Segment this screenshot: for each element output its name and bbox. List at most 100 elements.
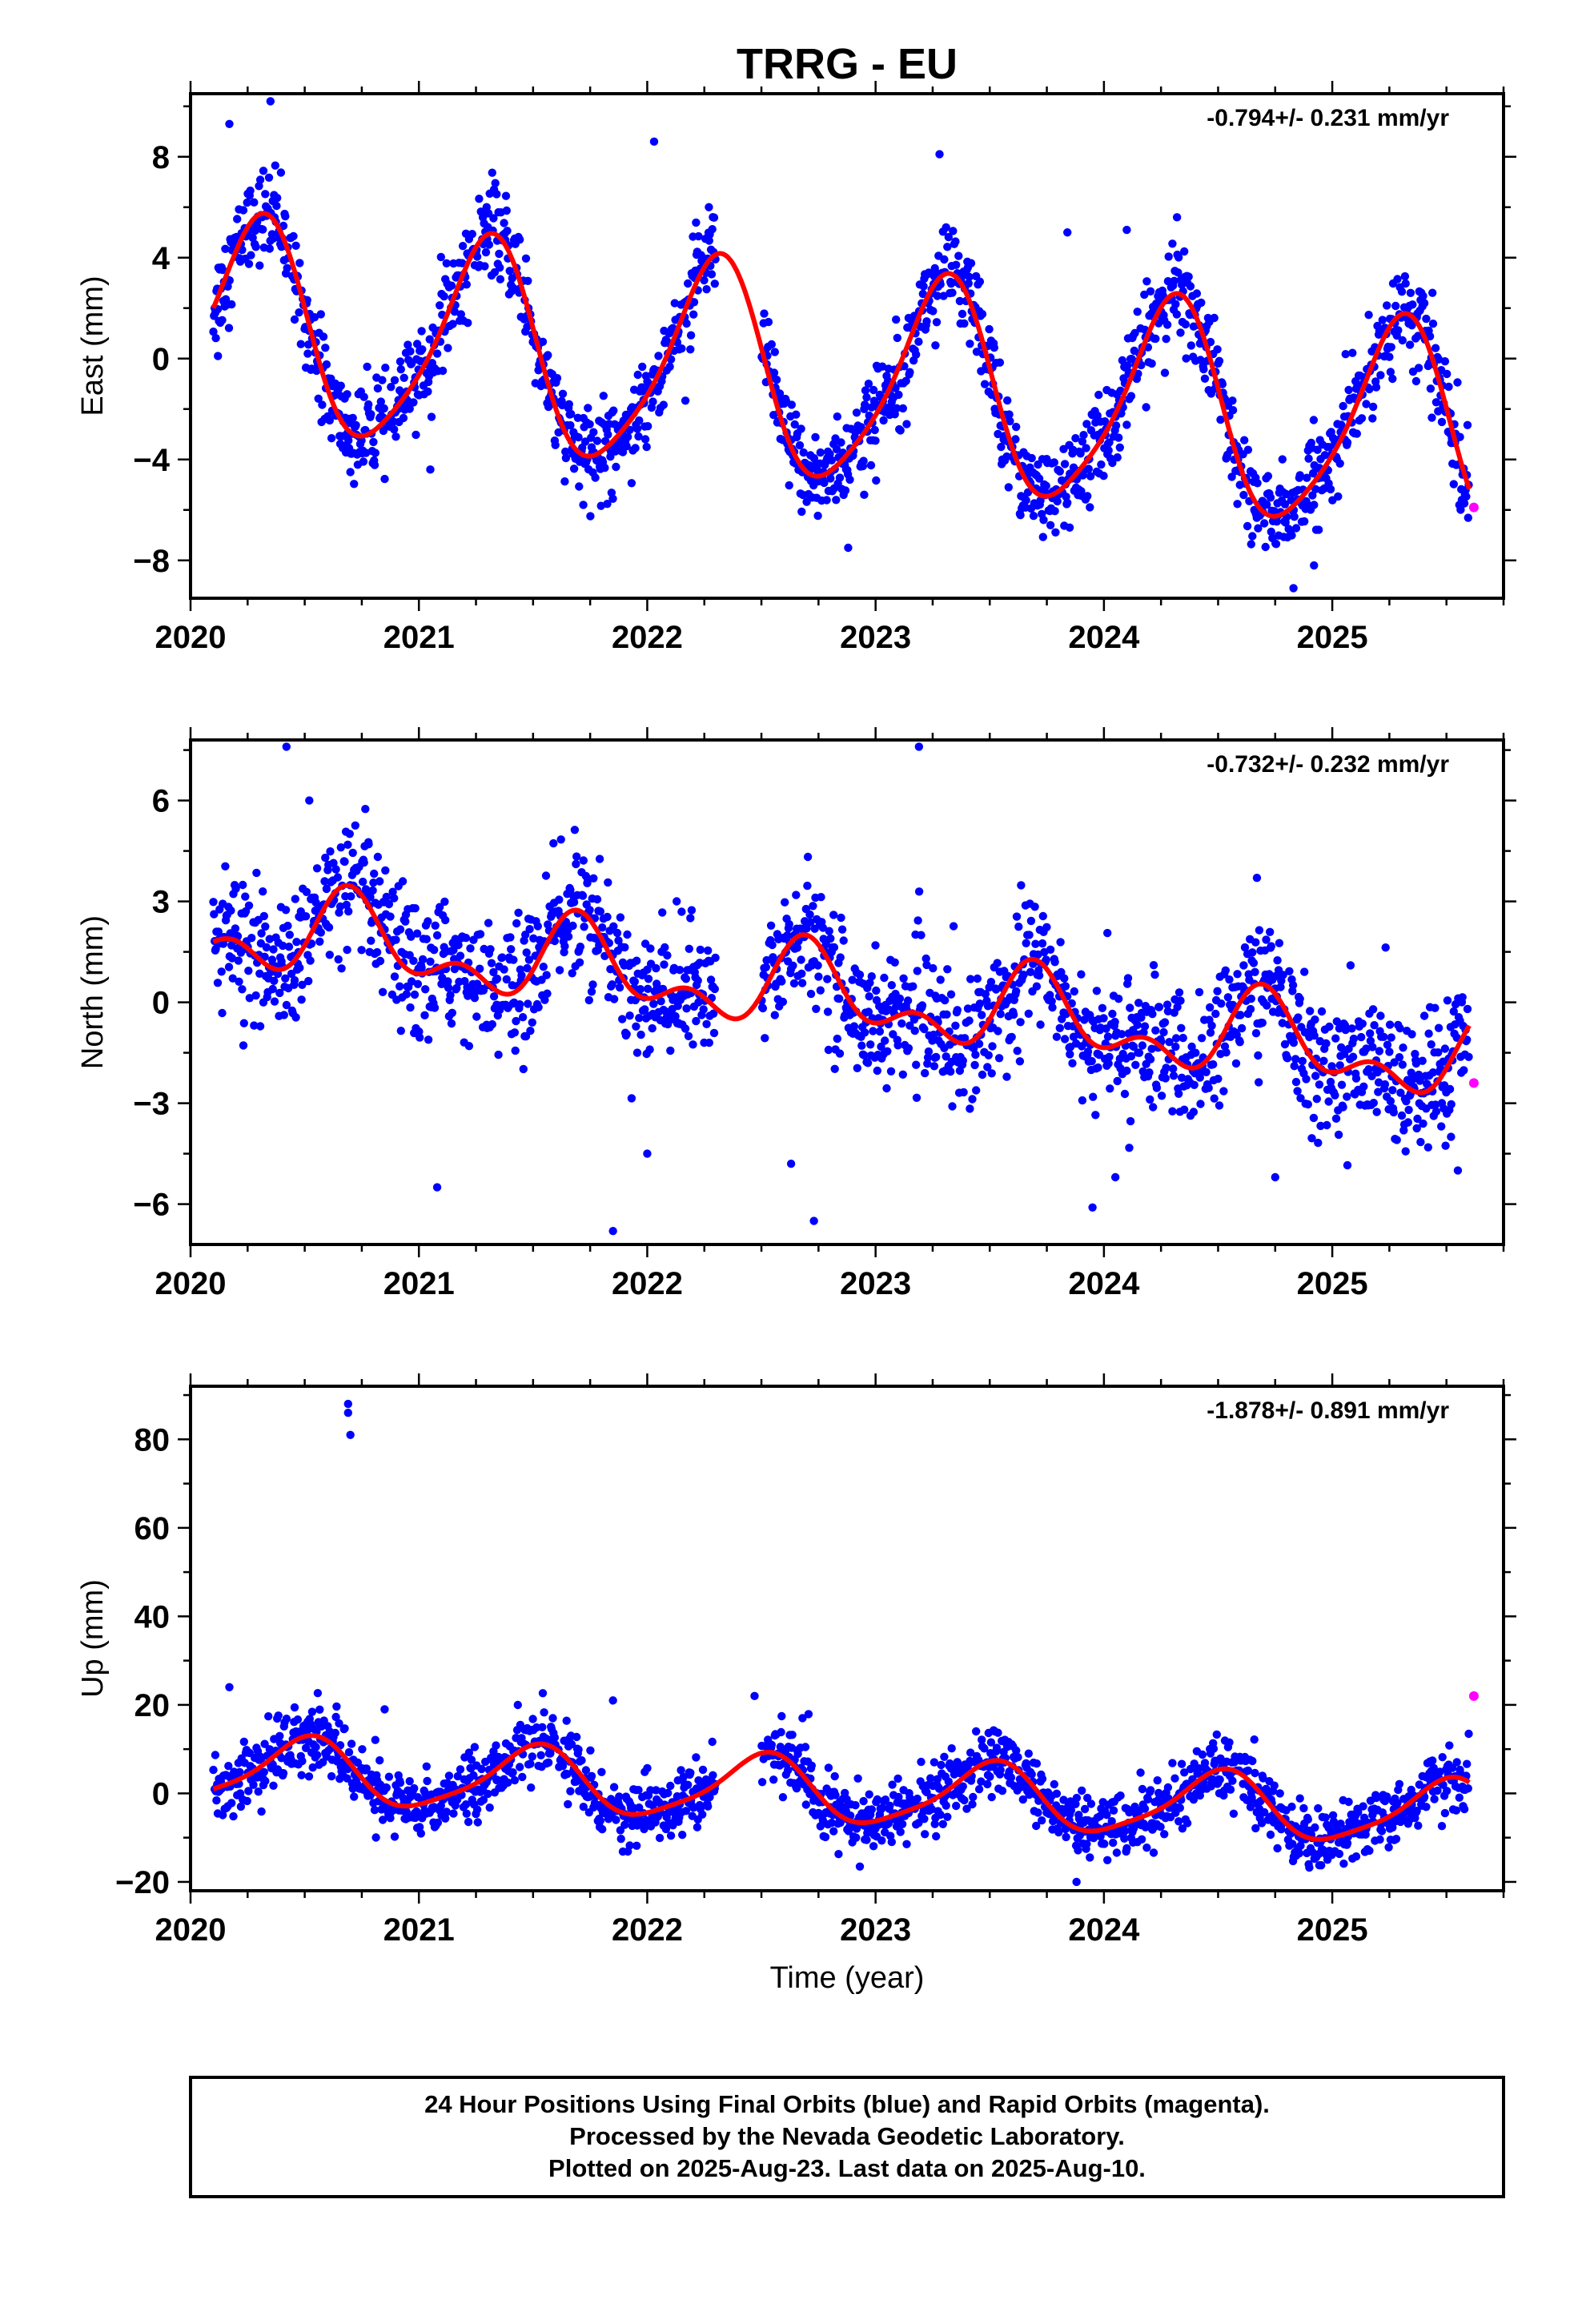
north-data-point (1290, 1062, 1299, 1071)
north-data-point (1437, 1122, 1446, 1131)
north-data-point (1236, 1011, 1245, 1019)
north-data-point (677, 907, 686, 916)
east-data-point (816, 448, 825, 457)
north-data-point (623, 930, 632, 939)
north-data-point (910, 1026, 919, 1035)
east-data-point (1038, 533, 1048, 541)
north-data-point (386, 912, 395, 921)
north-data-point (806, 989, 816, 999)
east-data-point (243, 198, 251, 207)
up-data-point (562, 1716, 571, 1725)
up-data-point (616, 1835, 625, 1844)
up-data-point (304, 1772, 314, 1781)
north-data-point (1392, 1136, 1401, 1144)
north-data-point (812, 1004, 821, 1014)
north-data-point (1012, 987, 1021, 996)
north-data-point (1091, 1111, 1100, 1120)
north-data-point (1388, 1086, 1397, 1095)
north-data-point (658, 908, 667, 917)
up-data-point (350, 1792, 359, 1801)
north-data-point (1034, 971, 1044, 980)
north-data-point (430, 1003, 440, 1012)
east-data-point (585, 420, 594, 428)
north-data-point (778, 997, 788, 1007)
north-data-point (1434, 1023, 1443, 1032)
east-data-point (960, 319, 969, 328)
east-data-point (622, 442, 631, 451)
north-data-point (347, 892, 355, 901)
north-data-point (570, 826, 580, 834)
east-data-point (318, 400, 327, 409)
east-data-point (1029, 512, 1038, 521)
north-data-point (506, 933, 515, 942)
east-data-point (390, 425, 399, 434)
north-data-point (1214, 1074, 1223, 1084)
east-data-point (1364, 311, 1373, 320)
north-data-point (580, 923, 588, 931)
east-data-point (379, 426, 388, 436)
east-data-point (564, 400, 573, 408)
north-data-point (235, 977, 243, 987)
east-data-point (1050, 507, 1059, 516)
up-data-point (960, 1795, 969, 1805)
up-data-point (477, 1764, 486, 1774)
north-data-point (372, 947, 382, 957)
east-data-point (1034, 474, 1044, 483)
up-data-point (1153, 1776, 1162, 1785)
north-data-point (1315, 1080, 1324, 1089)
north-outlier-point (1453, 1166, 1463, 1175)
east-data-point (521, 254, 531, 263)
north-data-point (1169, 1064, 1178, 1073)
east-data-point (1339, 401, 1347, 411)
north-data-point (304, 976, 313, 986)
east-data-point (767, 340, 776, 349)
north-data-point (440, 897, 449, 907)
east-data-point (852, 408, 861, 417)
east-data-point (406, 347, 415, 356)
north-data-point (1146, 1095, 1154, 1104)
north-data-point (470, 994, 480, 1003)
up-data-point (243, 1796, 251, 1806)
north-data-point (1379, 1032, 1388, 1042)
north-outlier-point (305, 796, 314, 805)
north-data-point (608, 980, 616, 989)
north-outlier-point (643, 1149, 652, 1158)
north-data-point (1094, 1063, 1102, 1072)
north-data-point (1151, 1026, 1160, 1035)
east-data-point (1111, 421, 1121, 430)
figure-title: TRRG - EU (737, 40, 958, 88)
east-data-point (1443, 369, 1452, 379)
east-data-point (350, 480, 359, 489)
up-data-point (444, 1771, 454, 1780)
east-data-point (567, 409, 576, 419)
east-data-point (1401, 279, 1410, 288)
east-data-point (638, 362, 647, 372)
east-data-point (1042, 481, 1050, 490)
north-data-point (1014, 923, 1023, 931)
up-data-point (855, 1862, 865, 1871)
east-rate-label: -0.794+/- 0.231 mm/yr (1207, 105, 1449, 131)
north-data-point (324, 923, 334, 932)
north-data-point (418, 955, 428, 964)
east-data-point (244, 259, 254, 268)
east-data-point (985, 324, 994, 334)
east-data-point (965, 272, 974, 281)
east-data-point (233, 215, 242, 223)
east-data-point (438, 366, 448, 376)
east-data-point (1260, 519, 1269, 528)
east-data-point (221, 244, 230, 253)
east-y-tick-label: −8 (133, 544, 170, 579)
north-data-point (1248, 948, 1257, 957)
east-data-point (648, 397, 657, 406)
east-x-tick-label: 2024 (1068, 620, 1140, 655)
east-data-point (898, 404, 908, 413)
east-data-point (1115, 443, 1125, 452)
east-data-point (505, 267, 514, 275)
east-data-point (387, 383, 396, 392)
north-data-point (1103, 1032, 1113, 1041)
up-data-point (1138, 1784, 1147, 1794)
north-data-point (411, 904, 420, 913)
north-data-point (284, 943, 294, 951)
north-data-point (331, 865, 340, 874)
